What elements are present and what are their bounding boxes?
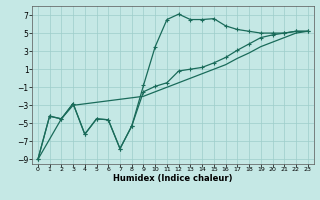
X-axis label: Humidex (Indice chaleur): Humidex (Indice chaleur) [113,174,233,183]
